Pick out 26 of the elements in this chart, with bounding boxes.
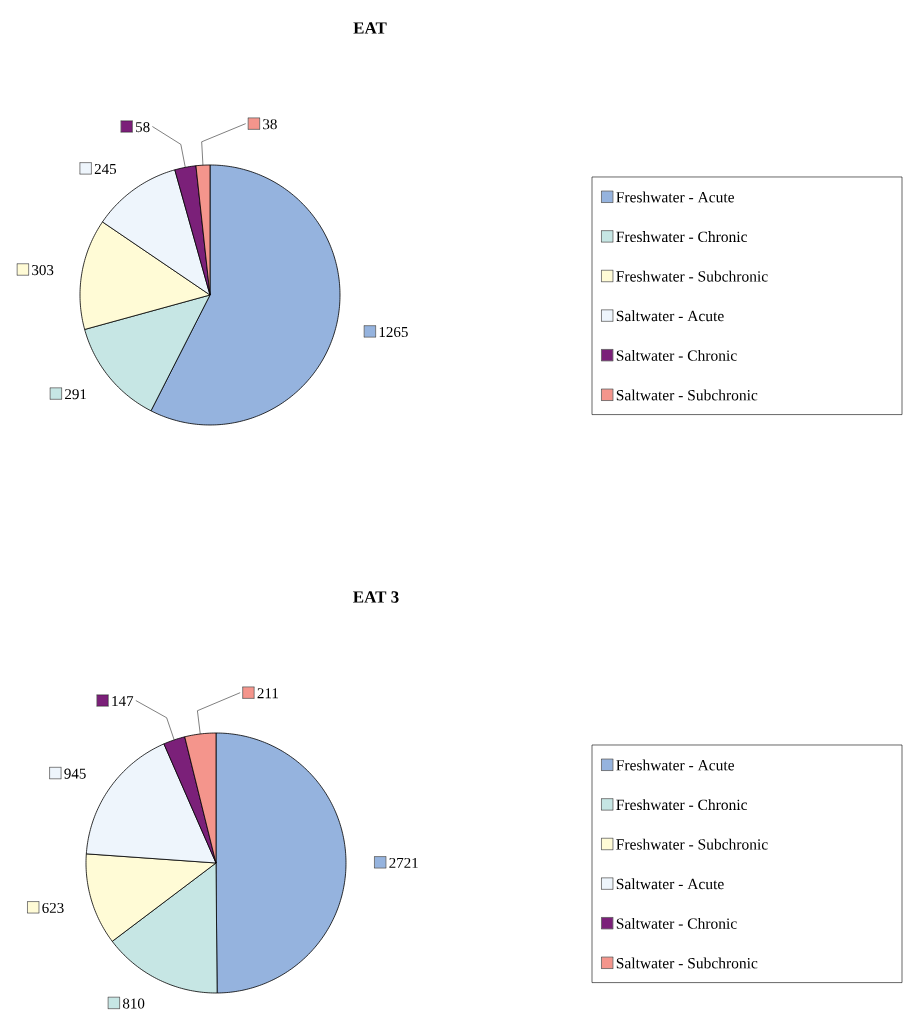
data-label: 38 <box>263 119 277 130</box>
data-label: 1265 <box>379 326 408 338</box>
legend-label: Saltwater - Acute <box>616 878 724 890</box>
data-label: 945 <box>64 768 86 779</box>
data-label: 245 <box>94 163 117 175</box>
data-label: 303 <box>32 265 54 276</box>
data-label: 623 <box>42 902 64 913</box>
data-label: 2721 <box>389 857 418 868</box>
chart-title: EAT 3 <box>353 591 399 603</box>
data-label: 211 <box>257 688 278 699</box>
chart-title: EAT <box>353 22 387 34</box>
legend-label: Saltwater - Acute <box>616 310 724 322</box>
data-label: 810 <box>122 998 145 1009</box>
legend-label: Saltwater - Subchronic <box>616 389 758 401</box>
legend-label: Freshwater - Subchronic <box>616 270 768 282</box>
legend-label: Freshwater - Acute <box>616 191 735 203</box>
legend-label: Freshwater - Subchronic <box>616 838 768 850</box>
legend-label: Saltwater - Chronic <box>616 917 737 929</box>
legend-label: Saltwater - Subchronic <box>616 957 758 969</box>
data-label: 147 <box>112 696 134 707</box>
legend-label: Freshwater - Chronic <box>616 799 748 811</box>
data-label: 291 <box>65 389 86 400</box>
legend-label: Saltwater - Chronic <box>616 349 737 361</box>
data-label: 58 <box>136 122 150 133</box>
legend-label: Freshwater - Chronic <box>616 231 748 243</box>
legend-label: Freshwater - Acute <box>616 759 735 771</box>
